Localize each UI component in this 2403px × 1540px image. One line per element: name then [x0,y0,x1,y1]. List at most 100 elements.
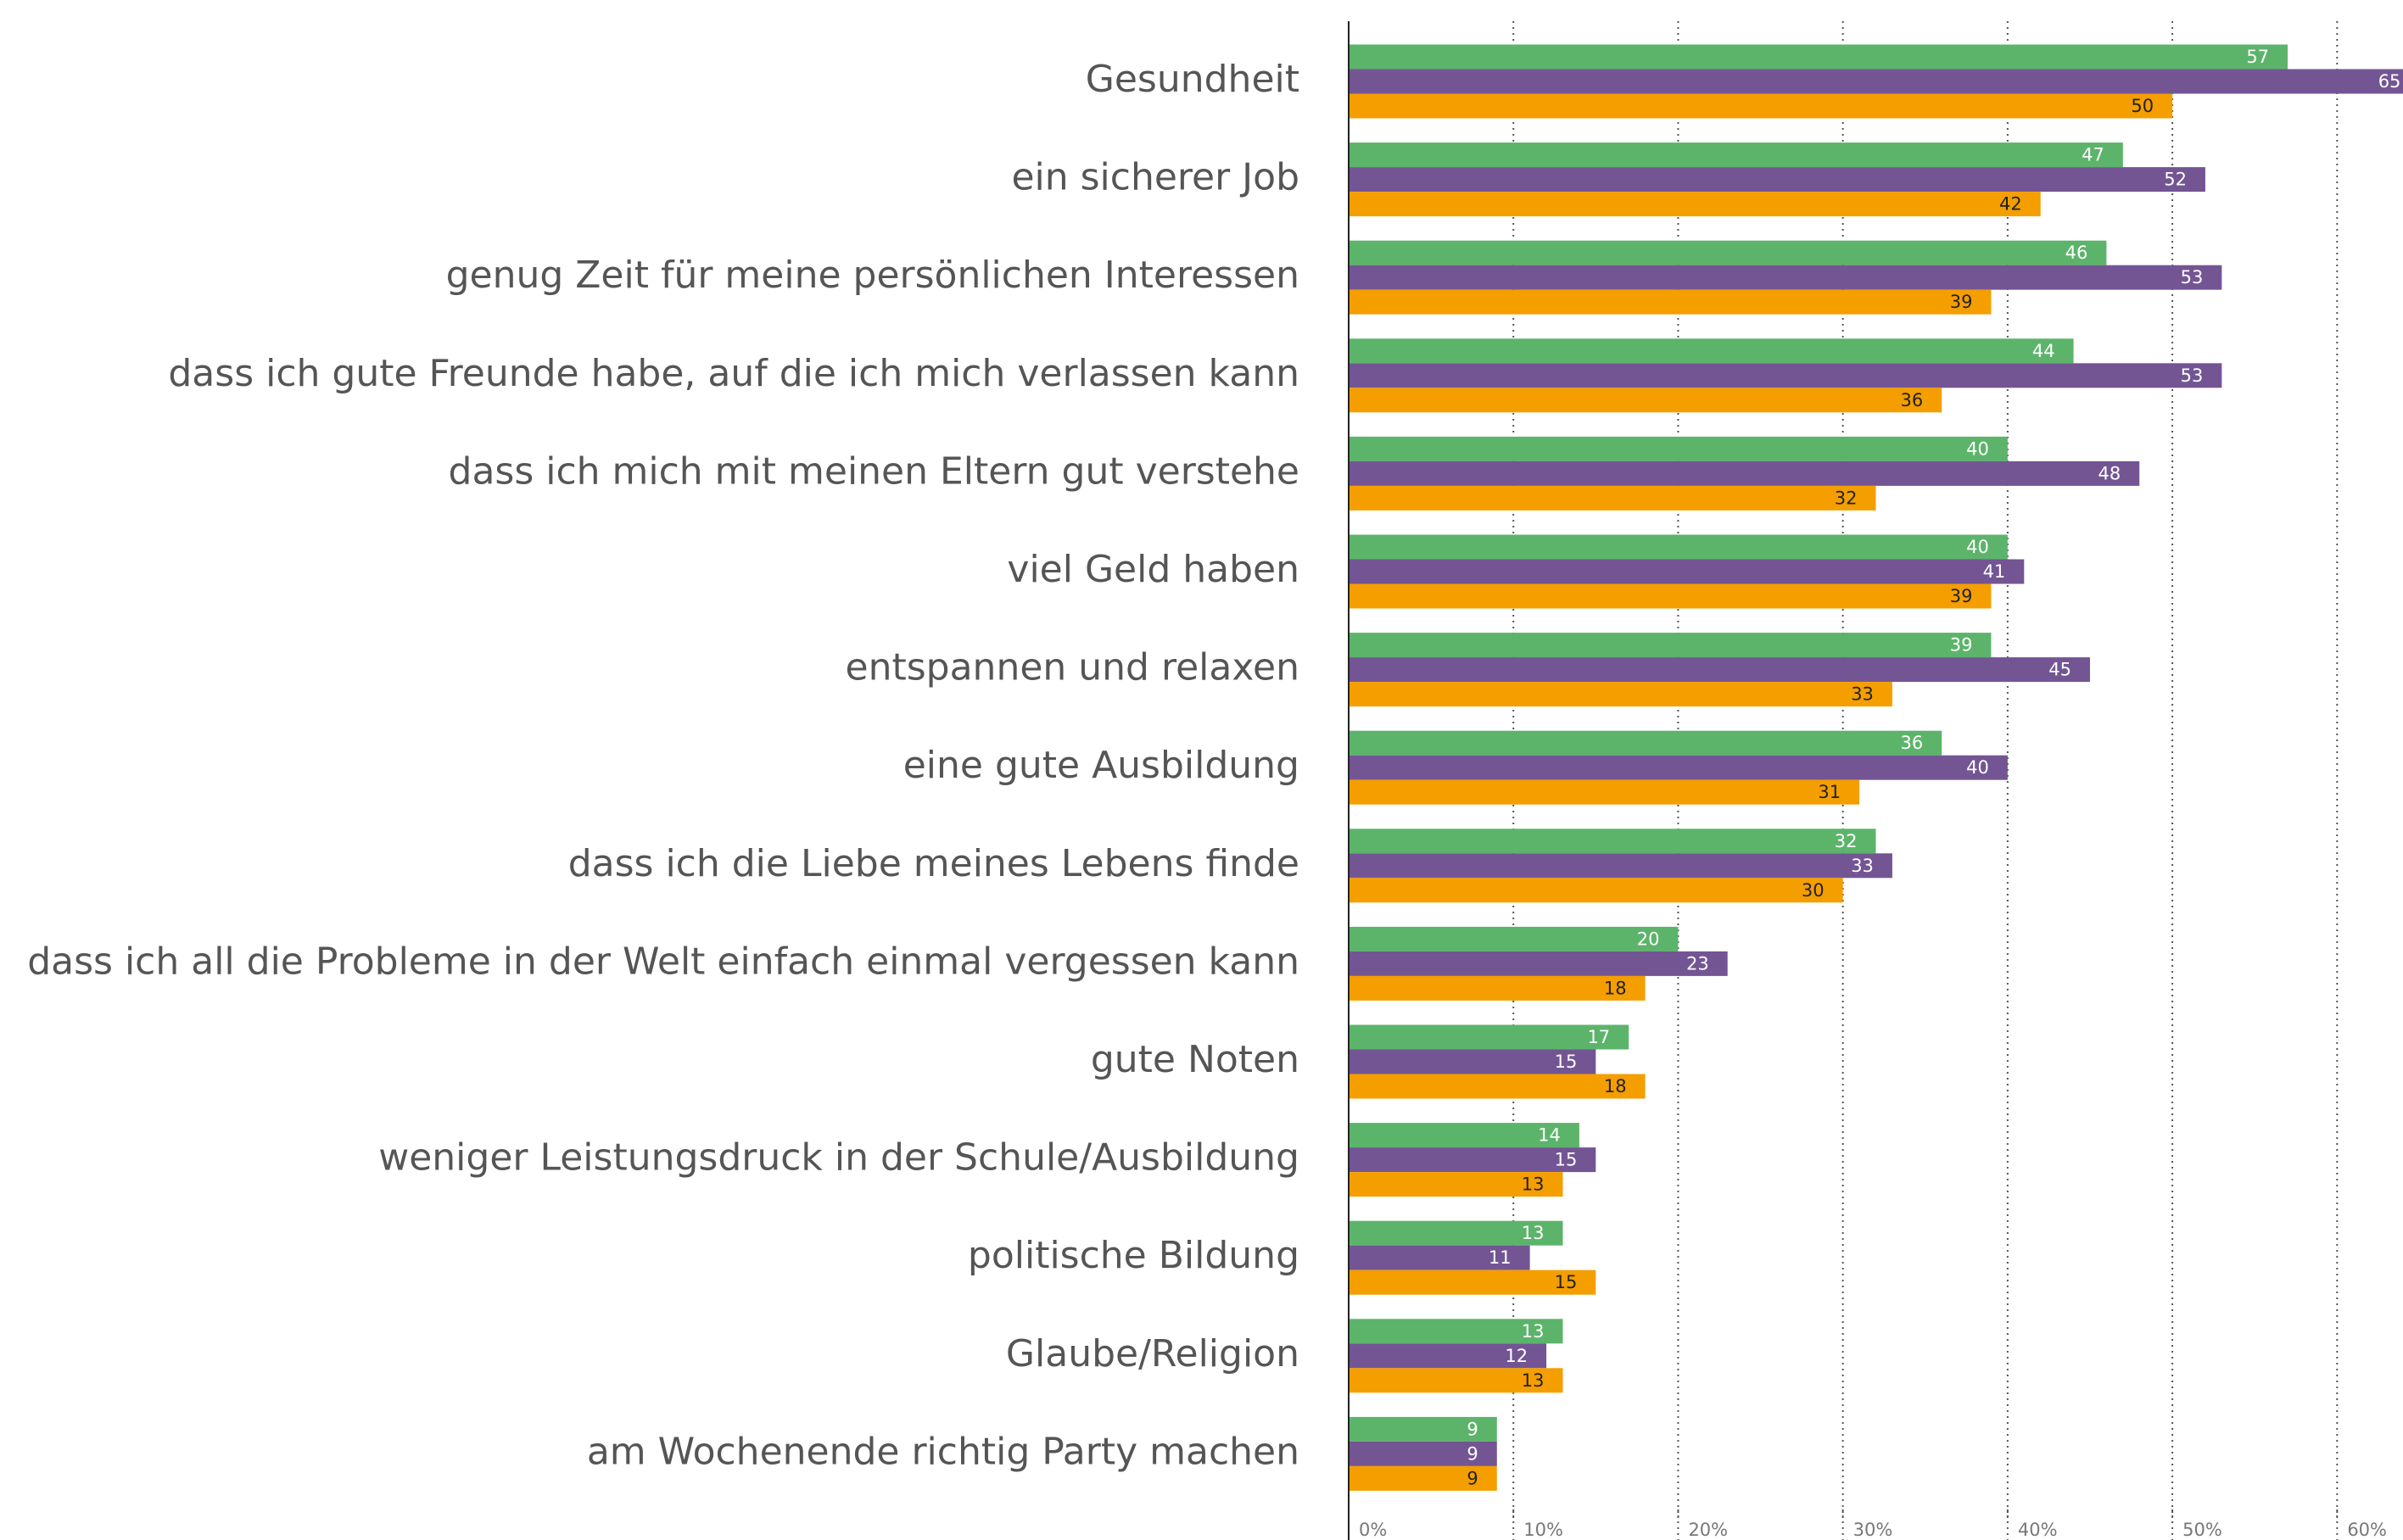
bar [1349,1049,1596,1074]
value-label: 33 [1851,856,1874,876]
value-label: 12 [1505,1346,1528,1366]
bar [1349,559,2025,584]
value-label: 39 [1950,635,1973,656]
value-label: 11 [1489,1247,1512,1268]
value-label: 18 [1604,978,1627,998]
category-label: dass ich die Liebe meines Lebens finde [568,842,1299,885]
bar [1349,436,2008,461]
value-label: 30 [1802,880,1825,901]
value-label: 36 [1900,390,1923,410]
value-label: 47 [2082,145,2104,165]
value-label: 20 [1637,929,1660,949]
value-label: 32 [1835,831,1858,851]
bar [1349,192,2041,217]
value-label: 46 [2065,243,2088,263]
value-label: 9 [1467,1419,1478,1439]
bar [1349,829,1876,854]
bar [1349,633,1992,658]
value-label: 15 [1555,1150,1578,1170]
bar [1349,682,1892,707]
bar [1349,1147,1596,1173]
value-label: 13 [1522,1223,1545,1243]
value-label: 45 [2048,660,2071,680]
category-label: dass ich mich mit meinen Eltern gut vers… [449,449,1299,493]
bar [1349,1441,1497,1466]
value-label: 40 [1966,438,1989,459]
value-label: 39 [1950,586,1973,606]
category-label: viel Geld haben [1007,548,1299,591]
category-label: ein sicherer Job [1011,156,1299,199]
value-label: 33 [1851,684,1874,705]
x-tick-label: 60% [2347,1520,2387,1540]
category-label: politische Bildung [968,1234,1299,1277]
category-label: gute Noten [1091,1038,1299,1081]
bar [1349,44,2288,70]
value-label: 15 [1555,1272,1578,1292]
bar [1349,1319,1563,1344]
bar [1349,1416,1497,1442]
x-tick-label: 50% [2182,1520,2222,1540]
bar [1349,1465,1497,1491]
bar [1349,1074,1646,1099]
bar [1349,69,2403,94]
x-tick-label: 40% [2018,1520,2058,1540]
category-label: dass ich all die Probleme in der Welt ei… [27,940,1299,983]
value-label: 48 [2098,463,2121,483]
value-label: 42 [1999,194,2022,215]
value-label: 32 [1835,488,1858,508]
bar [1349,1368,1563,1393]
value-label: 13 [1522,1370,1545,1391]
value-label: 36 [1900,733,1923,753]
value-label: 41 [1983,561,2006,582]
category-label: Glaube/Religion [1006,1332,1299,1375]
category-label: eine gute Ausbildung [903,744,1299,787]
bar [1349,265,2222,290]
value-label: 13 [1522,1175,1545,1195]
x-tick-label: 20% [1688,1520,1728,1540]
value-label: 52 [2164,170,2187,190]
category-label: am Wochenende richtig Party machen [587,1430,1299,1473]
bar [1349,1245,1530,1270]
bar [1349,1024,1629,1050]
bar [1349,485,1876,511]
bar [1349,363,2222,388]
x-tick-label: 30% [1853,1520,1893,1540]
value-label: 57 [2246,47,2269,67]
category-label: dass ich gute Freunde habe, auf die ich … [168,352,1299,395]
bar [1349,240,2107,265]
bar [1349,853,1892,879]
bar [1349,388,1942,413]
value-label: 44 [2032,341,2055,361]
value-label: 50 [2131,96,2154,116]
bar [1349,167,2205,192]
bar [1349,1343,1547,1369]
x-tick-label: 0% [1359,1520,1387,1540]
value-label: 65 [2378,71,2401,92]
bar [1349,460,2140,486]
category-label: entspannen und relaxen [846,646,1299,689]
bar [1349,1123,1579,1148]
bar [1349,878,1843,903]
category-label: Gesundheit [1086,58,1299,101]
bar [1349,534,2008,560]
value-label: 53 [2181,267,2204,287]
bar [1349,583,1992,609]
value-label: 13 [1522,1321,1545,1342]
bar [1349,951,1728,976]
value-label: 53 [2181,365,2204,386]
bar [1349,338,2074,364]
value-label: 39 [1950,292,1973,312]
value-label: 40 [1966,537,1989,557]
value-label: 31 [1818,782,1841,802]
value-label: 40 [1966,757,1989,778]
category-label: weniger Leistungsdruck in der Schule/Aus… [378,1136,1299,1180]
bar [1349,755,2008,780]
value-label: 9 [1467,1443,1478,1464]
value-label: 17 [1587,1027,1610,1047]
value-label: 23 [1686,953,1709,974]
bar [1349,779,1860,805]
bar [1349,730,1942,756]
bar [1349,1220,1563,1246]
bar [1349,289,1992,315]
